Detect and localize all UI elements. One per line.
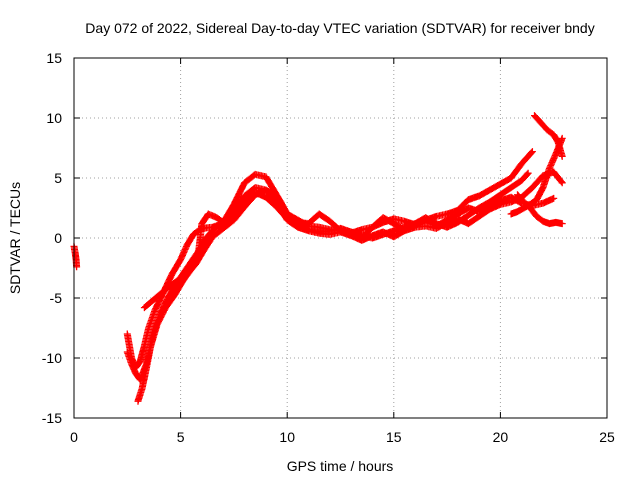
data-point-markers [134, 184, 558, 405]
data-point-markers [531, 112, 566, 160]
plot-frame [73, 57, 608, 419]
x-axis-title: GPS time / hours [287, 458, 394, 474]
x-tick-label: 20 [493, 429, 509, 445]
y-tick-label: -15 [42, 410, 62, 426]
series-track [134, 184, 558, 405]
y-tick-label: 15 [46, 50, 62, 66]
axis-ticks: 0 5 10 15 20 25 -15 -10 -5 0 5 10 15 [42, 50, 615, 445]
y-tick-label: -10 [42, 350, 62, 366]
series-track [123, 148, 536, 384]
chart-title: Day 072 of 2022, Sidereal Day-to-day VTE… [85, 20, 594, 36]
y-axis-title: SDTVAR / TECUs [7, 182, 23, 294]
data-markers [70, 112, 566, 405]
data-point-markers [514, 191, 566, 228]
y-tick-label: 10 [46, 110, 62, 126]
series-track [531, 112, 566, 160]
y-tick-label: 5 [54, 170, 62, 186]
y-tick-label: 0 [54, 230, 62, 246]
grid-lines [74, 58, 607, 418]
x-tick-label: 15 [386, 429, 402, 445]
y-tick-label: -5 [50, 290, 63, 306]
x-tick-label: 25 [599, 429, 615, 445]
x-tick-label: 0 [70, 429, 78, 445]
series-track [514, 191, 566, 228]
x-tick-label: 5 [177, 429, 185, 445]
data-point-markers [70, 242, 81, 271]
series-track [70, 242, 81, 271]
x-tick-label: 10 [279, 429, 295, 445]
data-point-markers [123, 148, 536, 384]
